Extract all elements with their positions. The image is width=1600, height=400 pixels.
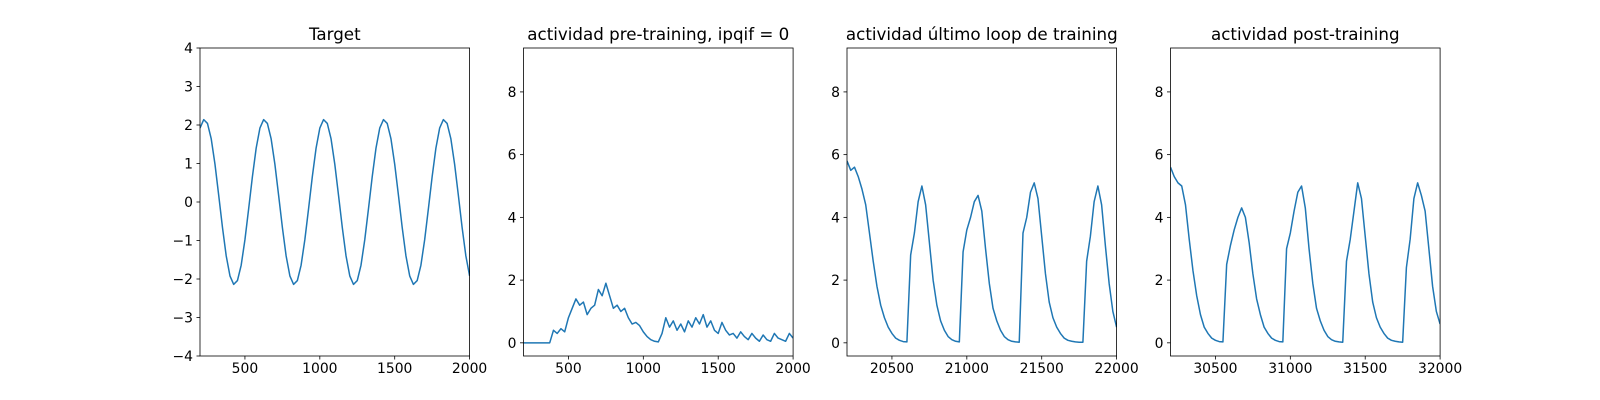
data-line (523, 282, 794, 344)
y-tick-label: 4 (831, 210, 840, 226)
y-tick-label: 4 (1155, 210, 1164, 226)
x-tick-label: 31500 (1343, 361, 1387, 377)
x-tick-label: 1500 (377, 361, 412, 377)
y-tick-label: 3 (184, 80, 193, 96)
x-tick-label: 1000 (302, 361, 337, 377)
x-tick-label: 1500 (701, 361, 736, 377)
y-tick-label: −3 (173, 311, 193, 327)
y-tick-label: −4 (173, 349, 194, 365)
chart-title: Target (308, 24, 361, 44)
data-line (1170, 166, 1441, 343)
y-tick-label: 1 (184, 157, 193, 173)
x-tick-label: 2000 (452, 361, 487, 377)
x-tick-label: 31000 (1268, 361, 1312, 377)
x-tick-label: 1000 (626, 361, 661, 377)
axes-frame (199, 47, 471, 357)
axes-frame (846, 47, 1118, 357)
x-tick-label: 2000 (775, 361, 810, 377)
y-tick-label: 2 (184, 118, 193, 134)
y-tick-label: 2 (508, 273, 517, 289)
axes-frame (523, 47, 794, 357)
y-tick-label: 2 (1155, 273, 1164, 289)
x-tick-label: 30500 (1193, 361, 1237, 377)
y-tick-label: −2 (173, 272, 193, 288)
y-tick-label: 0 (831, 336, 840, 352)
x-tick-label: 21500 (1020, 361, 1064, 377)
y-tick-label: 8 (1155, 85, 1164, 101)
data-line (200, 118, 470, 286)
chart-title: actividad último loop de training (846, 24, 1118, 44)
y-tick-label: 6 (831, 148, 840, 164)
y-tick-label: 8 (831, 85, 840, 101)
y-tick-label: −1 (173, 234, 193, 250)
x-tick-label: 500 (232, 361, 259, 377)
data-line (847, 160, 1117, 343)
y-tick-label: 6 (1155, 148, 1164, 164)
y-tick-label: 0 (184, 195, 193, 211)
y-tick-label: 4 (184, 41, 193, 57)
y-tick-label: 8 (508, 85, 517, 101)
chart-title: actividad post-training (1211, 24, 1400, 44)
axes-frame (1170, 47, 1441, 357)
x-tick-label: 22000 (1094, 361, 1138, 377)
x-tick-label: 21000 (945, 361, 989, 377)
chart-title: actividad pre-training, ipqif = 0 (527, 24, 789, 44)
y-tick-label: 2 (831, 273, 840, 289)
y-tick-label: 0 (1155, 336, 1164, 352)
y-tick-label: 4 (508, 210, 517, 226)
x-tick-label: 32000 (1418, 361, 1462, 377)
y-tick-label: 0 (508, 336, 517, 352)
x-tick-label: 500 (555, 361, 582, 377)
x-tick-label: 20500 (870, 361, 914, 377)
y-tick-label: 6 (508, 148, 517, 164)
